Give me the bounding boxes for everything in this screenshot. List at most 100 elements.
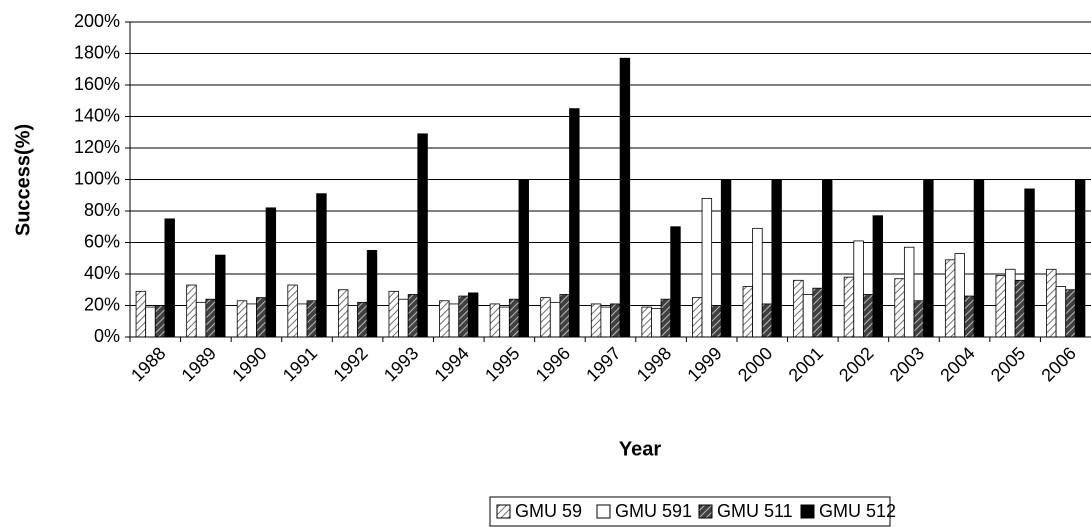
bar — [923, 179, 934, 338]
x-tick-label: 2003 — [886, 343, 928, 385]
bar — [407, 294, 419, 338]
x-tick-label: 1999 — [683, 343, 725, 385]
bar — [518, 179, 529, 338]
x-tick-label: 1989 — [178, 343, 220, 385]
legend-label: GMU 59 — [515, 501, 582, 521]
bar — [660, 298, 672, 338]
y-tick-label: 60% — [84, 231, 120, 251]
x-tick-label: 2004 — [936, 343, 978, 385]
bar — [549, 301, 561, 338]
bar — [215, 254, 226, 338]
x-tick-label: 2000 — [734, 343, 776, 385]
x-tick-label: 2005 — [987, 343, 1029, 385]
x-axis-title: Year — [619, 438, 661, 460]
bar — [205, 298, 216, 338]
x-tick-label: 1993 — [380, 343, 422, 385]
x-tick-label: 1988 — [127, 343, 169, 385]
bar — [1046, 268, 1057, 338]
bar — [670, 226, 681, 338]
bar — [246, 303, 257, 338]
bar — [366, 249, 378, 338]
bar — [135, 290, 147, 338]
bar — [559, 294, 570, 338]
bar — [973, 179, 985, 338]
bar — [388, 290, 399, 338]
bar — [913, 300, 924, 338]
bar — [357, 301, 368, 338]
bar — [458, 295, 469, 338]
x-tick-label: 1997 — [582, 343, 624, 385]
bar — [903, 246, 915, 338]
y-tick-label: 180% — [74, 42, 120, 62]
bar — [287, 284, 298, 338]
bar — [651, 308, 662, 338]
bar — [995, 275, 1006, 338]
bar — [347, 305, 359, 338]
bar — [489, 303, 501, 338]
bar — [954, 253, 965, 338]
legend-label: GMU 511 — [717, 501, 793, 521]
bar — [499, 306, 510, 338]
legend-label: GMU 512 — [819, 501, 896, 521]
bar — [619, 57, 631, 338]
bar — [692, 297, 703, 338]
bar — [600, 306, 611, 338]
legend-label: GMU 591 — [615, 501, 692, 521]
bar — [610, 303, 621, 338]
bar — [1005, 268, 1016, 338]
y-tick-label: 200% — [74, 11, 120, 31]
bar — [822, 179, 833, 338]
bar — [843, 276, 855, 338]
bar — [771, 179, 782, 338]
x-tick-label: 1995 — [481, 343, 523, 385]
bar — [439, 300, 450, 338]
y-axis-title: Success(%) — [12, 124, 34, 236]
bar — [508, 298, 520, 338]
bar — [1055, 286, 1067, 338]
bar — [195, 301, 207, 338]
bar — [944, 259, 956, 338]
bar — [872, 215, 884, 338]
bar — [853, 240, 864, 338]
x-tick-label: 1991 — [279, 343, 321, 385]
bar — [145, 306, 156, 338]
bar — [590, 303, 602, 338]
bar — [316, 193, 327, 338]
bar — [256, 297, 267, 338]
bar — [398, 298, 409, 338]
bar — [154, 305, 166, 338]
legend-swatch — [698, 504, 713, 519]
bar — [752, 227, 763, 338]
x-tick-label: 2006 — [1037, 343, 1079, 385]
x-tick-label: 2002 — [835, 343, 877, 385]
x-tick-label: 2001 — [785, 343, 827, 385]
bar — [894, 278, 905, 338]
legend-swatch — [496, 504, 511, 519]
bar — [540, 297, 551, 338]
bar — [802, 294, 814, 338]
bar — [720, 179, 732, 338]
x-tick-label: 1994 — [430, 343, 472, 385]
bar — [701, 197, 713, 338]
bar — [236, 300, 248, 338]
bar — [337, 289, 349, 338]
bar — [297, 303, 308, 338]
legend-swatch — [596, 504, 611, 519]
x-tick-label: 1996 — [532, 343, 574, 385]
y-tick-label: 140% — [74, 105, 120, 125]
bar — [793, 279, 804, 338]
legend-swatch — [800, 504, 815, 519]
y-tick-label: 80% — [84, 200, 120, 220]
bar — [1065, 289, 1076, 338]
bar — [186, 284, 197, 338]
bar — [569, 108, 580, 338]
y-tick-label: 20% — [84, 294, 120, 314]
bar — [448, 303, 460, 338]
bar — [964, 295, 975, 338]
bar — [417, 133, 428, 338]
bar — [1014, 279, 1026, 338]
y-tick-label: 0% — [94, 326, 120, 346]
legend-box — [489, 496, 891, 527]
bar — [742, 286, 754, 338]
